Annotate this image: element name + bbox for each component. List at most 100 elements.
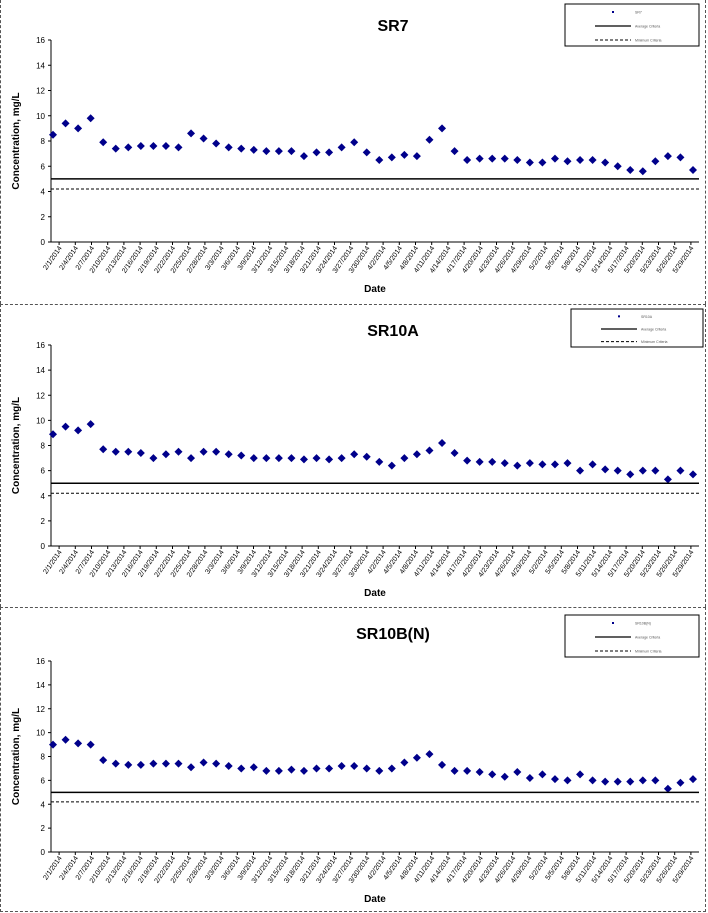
y-tick-label: 8 [41,753,46,762]
data-point [488,770,497,779]
y-tick-label: 14 [36,366,45,375]
data-point [161,450,170,459]
data-point [249,454,258,463]
data-point [626,777,635,786]
data-point [412,753,421,762]
data-point [400,758,409,767]
data-point [199,447,208,456]
legend-box [570,308,704,348]
chart-svg: SR10B(N) Concentration, mg/L 0 2 4 6 8 10 12 14 16… [11,614,700,905]
data-point [550,154,559,163]
x-axis-label: Date [364,284,386,295]
data-point [249,763,258,772]
data-point [576,155,585,164]
data-point [111,759,120,768]
data-point [74,124,83,133]
legend-label: Average Criteria [641,328,666,332]
y-tick-label: 10 [36,416,45,425]
y-tick-label: 2 [41,517,46,526]
data-point [174,759,183,768]
chart-title: SR10A [367,323,419,340]
data-point [350,138,359,147]
data-point [262,454,271,463]
data-point [475,457,484,466]
data-point [299,455,308,464]
data-point [237,144,246,153]
data-point [375,155,384,164]
data-point [626,470,635,479]
data-point [387,153,396,162]
legend-label: SR10A [641,315,653,319]
data-point [136,760,145,769]
data-point [187,454,196,463]
legend-label: SR7 [635,11,642,15]
data-point [124,447,133,456]
data-point [312,148,321,157]
data-point [299,766,308,775]
y-axis-label: Concentration, mg/L [11,397,22,494]
y-tick-label: 4 [41,188,46,197]
legend-label: SR10B(N) [635,622,651,626]
y-tick-label: 6 [41,162,46,171]
data-point [362,764,371,773]
data-point [576,770,585,779]
y-tick-label: 4 [41,492,46,501]
data-point [161,759,170,768]
data-point [325,764,334,773]
data-point [224,143,233,152]
data-point [274,454,283,463]
data-point [663,784,672,793]
data-point [601,465,610,474]
legend-box [564,3,700,47]
data-point [136,142,145,151]
y-tick-label: 16 [36,341,45,350]
data-point [224,450,233,459]
legend-label: Average Criteria [635,25,660,29]
legend-marker-point [612,11,614,13]
y-tick-label: 12 [36,87,45,96]
data-point [99,756,108,765]
data-point [663,152,672,161]
y-tick-label: 14 [36,681,45,690]
data-point [651,776,660,785]
legend-label: Minimum Criteria [641,340,668,344]
data-point [149,142,158,151]
data-point [325,455,334,464]
data-point [500,459,509,468]
data-point [475,768,484,777]
data-point [500,772,509,781]
data-point [350,450,359,459]
legend-label: Minimum Criteria [635,39,662,43]
legend-label: Minimum Criteria [635,650,662,654]
data-point [124,143,133,152]
data-point [638,466,647,475]
data-point [613,162,622,171]
x-axis-label: Date [364,588,386,599]
data-point [563,776,572,785]
data-point [49,740,57,749]
data-point [287,765,296,774]
y-tick-label: 6 [41,467,46,476]
data-point [613,466,622,475]
data-point [412,450,421,459]
y-tick-label: 10 [36,112,45,121]
data-point [86,114,95,123]
data-point [488,457,497,466]
data-point [689,470,697,479]
data-point [412,152,421,161]
data-point [500,154,509,163]
data-point [463,155,472,164]
data-point [237,764,246,773]
y-tick-label: 2 [41,213,46,222]
data-point [550,460,559,469]
data-point [224,762,233,771]
data-point [676,466,685,475]
y-tick-label: 12 [36,705,45,714]
data-point [312,764,321,773]
data-point [676,778,685,787]
y-tick-label: 16 [36,36,45,45]
data-point [588,460,597,469]
y-tick-label: 0 [41,238,46,247]
